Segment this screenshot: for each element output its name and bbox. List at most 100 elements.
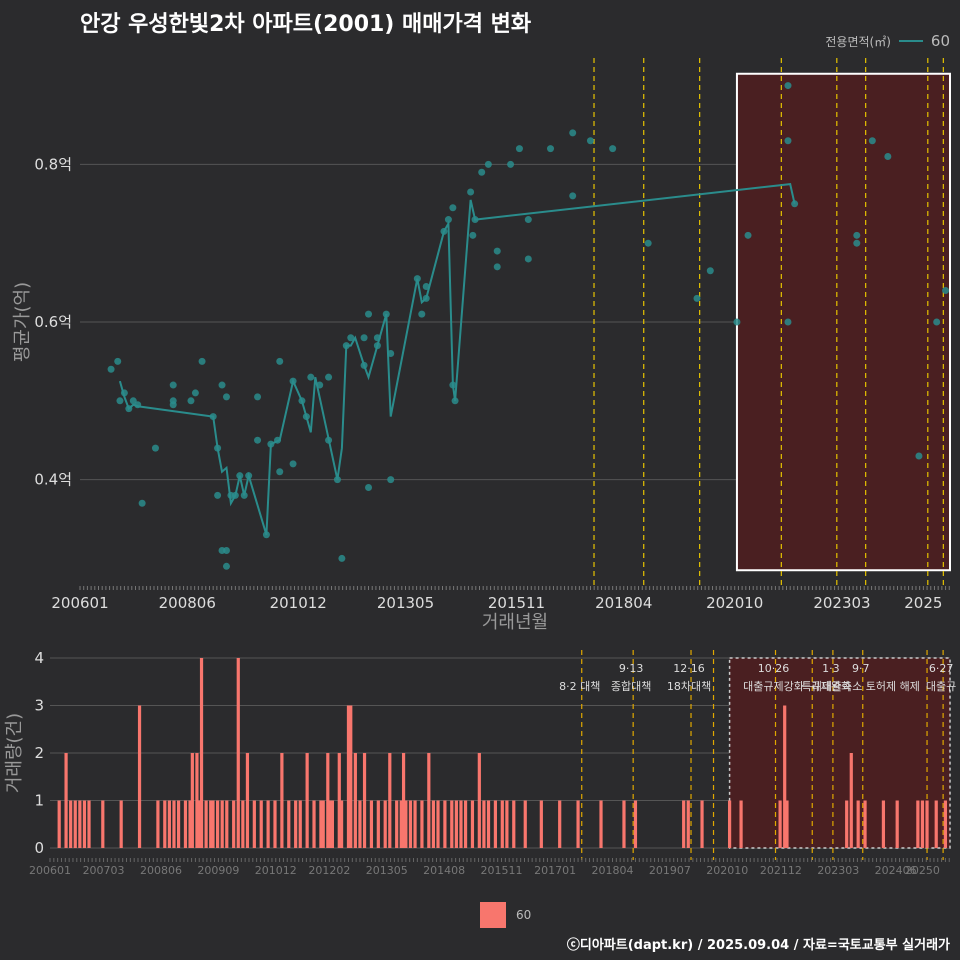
volume-bar-89	[700, 800, 704, 848]
price-x-tick-label-3: 201305	[377, 594, 434, 612]
volume-x-tick-label-15: 202406	[875, 864, 917, 877]
volume-bar-17	[190, 753, 194, 848]
policy-label-name-1: 종합대책	[611, 680, 651, 693]
volume-bar-70	[459, 800, 463, 848]
price-point-84	[733, 318, 741, 326]
legend-line-icon	[898, 40, 923, 42]
volume-bar-94	[785, 800, 789, 848]
price-point-83	[706, 267, 714, 275]
volume-bar-41	[319, 800, 323, 848]
volume-y-tick-label-3: 3	[34, 697, 44, 715]
price-point-59	[422, 283, 430, 291]
volume-bar-71	[463, 800, 468, 848]
price-point-44	[338, 554, 346, 562]
price-point-45	[342, 342, 350, 350]
volume-bar-23	[211, 800, 215, 848]
price-point-26	[240, 491, 248, 499]
volume-bar-38	[298, 800, 302, 848]
volume-bar-52	[362, 753, 367, 848]
price-x-tick-label-6: 202010	[706, 594, 763, 612]
volume-bar-58	[399, 800, 403, 848]
price-x-axis-title: 거래년월	[482, 612, 548, 633]
volume-x-tick-label-9: 201701	[534, 864, 576, 877]
volume-bar-22	[209, 800, 213, 848]
volume-bar-79	[512, 800, 516, 848]
price-point-40	[316, 381, 324, 389]
price-point-0	[107, 365, 115, 373]
price-point-38	[302, 413, 310, 421]
price-point-34	[276, 468, 284, 476]
volume-bar-6	[87, 800, 91, 848]
volume-bar-57	[395, 800, 399, 848]
price-point-30	[262, 531, 270, 539]
price-point-87	[784, 137, 792, 145]
price-point-27	[245, 472, 253, 480]
price-point-90	[853, 231, 861, 239]
price-legend-value: 60	[930, 32, 950, 50]
volume-bar-34	[273, 800, 277, 848]
price-point-39	[307, 373, 315, 381]
volume-bar-32	[259, 800, 263, 848]
price-legend-title: 전용면적(㎡)	[825, 34, 891, 49]
policy-label-name-5: 특례대출축소 토허제 해제	[802, 679, 920, 693]
price-x-tick-label-1: 200806	[159, 594, 216, 612]
volume-bar-2	[69, 800, 73, 848]
volume-x-tick-label-7: 201408	[423, 864, 465, 877]
price-series-line	[118, 183, 796, 536]
volume-bar-35	[280, 753, 284, 848]
price-point-78	[569, 192, 577, 200]
volume-legend-value: 60	[516, 908, 532, 922]
volume-x-tick-label-3: 200909	[197, 864, 239, 877]
volume-bar-59	[401, 753, 406, 848]
price-point-70	[493, 263, 501, 271]
volume-bar-66	[436, 800, 440, 848]
chart-title: 안강 우성한빛2차 아파트(2001) 매매가격 변화	[80, 12, 532, 37]
volume-bar-51	[358, 800, 362, 848]
credit-text: ⓒ디아파트(dapt.kr) / 2025.09.04 / 자료=국토교통부 실…	[566, 938, 950, 953]
price-point-3	[120, 389, 128, 397]
price-point-49	[365, 310, 373, 318]
price-point-41	[325, 436, 333, 444]
volume-bar-102	[920, 800, 925, 848]
volume-bar-47	[339, 800, 344, 848]
price-point-43	[333, 476, 341, 484]
price-point-89	[791, 200, 799, 208]
volume-bar-20	[199, 658, 204, 848]
volume-bar-75	[486, 800, 491, 848]
volume-bar-26	[225, 800, 229, 848]
price-point-8	[151, 444, 159, 452]
volume-x-tick-label-8: 201511	[481, 864, 523, 877]
volume-bar-91	[739, 800, 743, 848]
price-point-4	[125, 405, 133, 413]
price-point-17	[214, 491, 222, 499]
volume-bar-98	[863, 800, 867, 848]
price-point-10	[169, 381, 177, 389]
price-point-50	[365, 483, 373, 491]
price-point-79	[586, 137, 594, 145]
volume-bar-55	[383, 800, 387, 848]
volume-bar-64	[427, 753, 431, 848]
volume-bar-93	[783, 705, 787, 848]
volume-bar-87	[682, 800, 686, 848]
volume-bar-37	[294, 800, 298, 848]
price-point-80	[609, 145, 617, 153]
volume-bar-25	[220, 800, 224, 848]
price-x-tick-label-7: 202303	[813, 594, 870, 612]
price-point-81	[644, 239, 652, 247]
price-x-tick-label-8: 2025	[904, 594, 942, 612]
volume-bar-85	[622, 800, 626, 848]
volume-y-tick-label-1: 1	[34, 792, 44, 810]
volume-x-tick-label-16: 20250	[905, 864, 940, 877]
volume-bar-103	[925, 800, 929, 848]
volume-bar-8	[119, 800, 123, 848]
price-point-52	[373, 342, 381, 350]
price-point-72	[507, 160, 515, 168]
volume-bar-77	[500, 800, 504, 848]
volume-bar-28	[236, 658, 240, 848]
volume-bar-67	[443, 800, 447, 848]
volume-bar-97	[856, 800, 860, 848]
volume-bar-27	[232, 800, 236, 848]
volume-bar-14	[176, 800, 181, 848]
volume-bar-90	[727, 800, 732, 848]
price-point-61	[444, 216, 452, 224]
